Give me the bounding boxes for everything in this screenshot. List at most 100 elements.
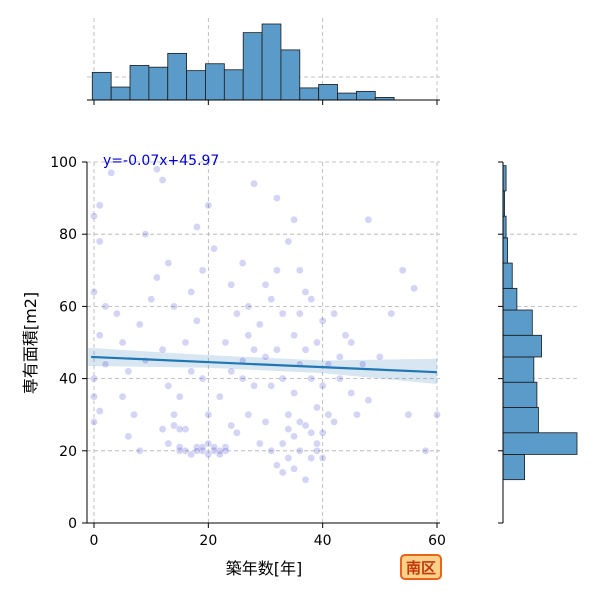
right-hist-bar (502, 334, 542, 358)
scatter-point (198, 266, 207, 275)
scatter-point (158, 345, 167, 354)
scatter-point (284, 454, 293, 462)
scatter-point (175, 443, 184, 451)
scatter-point (295, 446, 304, 455)
scatter-point (181, 338, 190, 347)
scatter-point (233, 309, 241, 318)
scatter-point (295, 418, 304, 426)
scatter-point (147, 295, 155, 303)
scatter-point (90, 392, 98, 401)
scatter-point (164, 259, 173, 267)
scatter-point (295, 266, 304, 275)
y-tick-label: 40 (59, 372, 77, 388)
scatter-point (433, 410, 441, 419)
x-tick-label: 20 (199, 533, 217, 549)
scatter-point (318, 382, 327, 390)
scatter-point (193, 223, 201, 231)
y-tick-label: 60 (59, 299, 77, 315)
scatter-point (358, 360, 367, 368)
right-hist-bar (502, 309, 533, 336)
top-hist-bar (223, 69, 244, 101)
scatter-point (295, 309, 304, 318)
y-tick-label: 100 (50, 155, 77, 171)
top-hist-bar (110, 86, 131, 101)
scatter-point (273, 266, 281, 275)
scatter-point (250, 345, 258, 354)
scatter-point (227, 421, 235, 430)
scatter-point (244, 302, 253, 311)
scatter-point (284, 425, 293, 433)
y-tick-label: 0 (68, 516, 77, 532)
regression-equation-label: y=-0.07x+45.97 (103, 153, 219, 169)
scatter-point (107, 169, 115, 177)
scatter-point (193, 317, 201, 325)
region-badge: 南区 (400, 554, 442, 580)
scatter-point (255, 320, 264, 329)
x-axis-label: 築年数[年] (226, 559, 303, 578)
scatter-point (227, 367, 235, 376)
y-tick-label: 20 (59, 444, 77, 460)
scatter-point (244, 331, 253, 340)
scatter-point (95, 331, 104, 340)
scatter-point (404, 410, 413, 419)
scatter-point (95, 201, 104, 210)
scatter-point (364, 215, 373, 224)
top-hist-bar (280, 49, 301, 101)
y-tick-label: 80 (59, 227, 77, 243)
scatter-point (158, 425, 167, 433)
scatter-point (181, 446, 190, 455)
top-hist-bar (299, 87, 320, 101)
scatter-point (124, 432, 133, 441)
scatter-point (187, 450, 195, 459)
x-tick-label: 0 (90, 533, 99, 549)
scatter-point (376, 353, 384, 361)
scatter-point (278, 309, 287, 318)
scatter-point (153, 273, 161, 282)
scatter-point (301, 345, 310, 354)
main-grid (87, 161, 440, 524)
scatter-point (118, 338, 127, 347)
scatter-point (250, 179, 258, 188)
scatter-point (301, 288, 310, 296)
right-hist-bar (502, 287, 518, 311)
scatter-point (341, 331, 350, 340)
top-hist-bar (355, 90, 376, 101)
scatter-point (290, 432, 298, 441)
main-tick-labels: 0 20 40 60 0 20 40 60 80 100 (50, 155, 446, 549)
scatter-point (210, 443, 218, 451)
scatter-point (95, 237, 104, 246)
scatter-point (170, 302, 178, 311)
scatter-point (135, 320, 144, 329)
scatter-point (284, 237, 293, 246)
scatter-point (336, 374, 344, 383)
scatter-point (278, 439, 287, 448)
scatter-point (90, 374, 98, 383)
scatter-point (101, 360, 110, 368)
scatter-point (238, 374, 247, 383)
x-tick-label: 40 (314, 533, 332, 549)
top-hist-bar (318, 84, 338, 101)
top-hist-bar (337, 92, 357, 101)
right-hist-bar (502, 454, 525, 481)
scatter-point (353, 410, 361, 419)
scatter-point (170, 410, 178, 419)
scatter-point (221, 338, 230, 347)
scatter-point (324, 410, 333, 419)
scatter-point (301, 421, 310, 430)
right-marginal-histogram (498, 161, 578, 524)
scatter-point (227, 280, 235, 289)
top-hist-bar (186, 70, 206, 101)
scatter-point (290, 389, 298, 397)
scatter-point (215, 392, 224, 401)
scatter-point (307, 295, 316, 303)
scatter-point (313, 439, 321, 448)
right-hist-bar (502, 432, 578, 455)
y-axis-label: 専有面積[m2] (21, 292, 40, 394)
scatter-point (273, 194, 281, 202)
scatter-point (290, 331, 298, 340)
scatter-point (170, 421, 178, 430)
regression-line-path (91, 355, 438, 374)
scatter-point (261, 280, 270, 289)
right-hist-bar (502, 356, 535, 383)
